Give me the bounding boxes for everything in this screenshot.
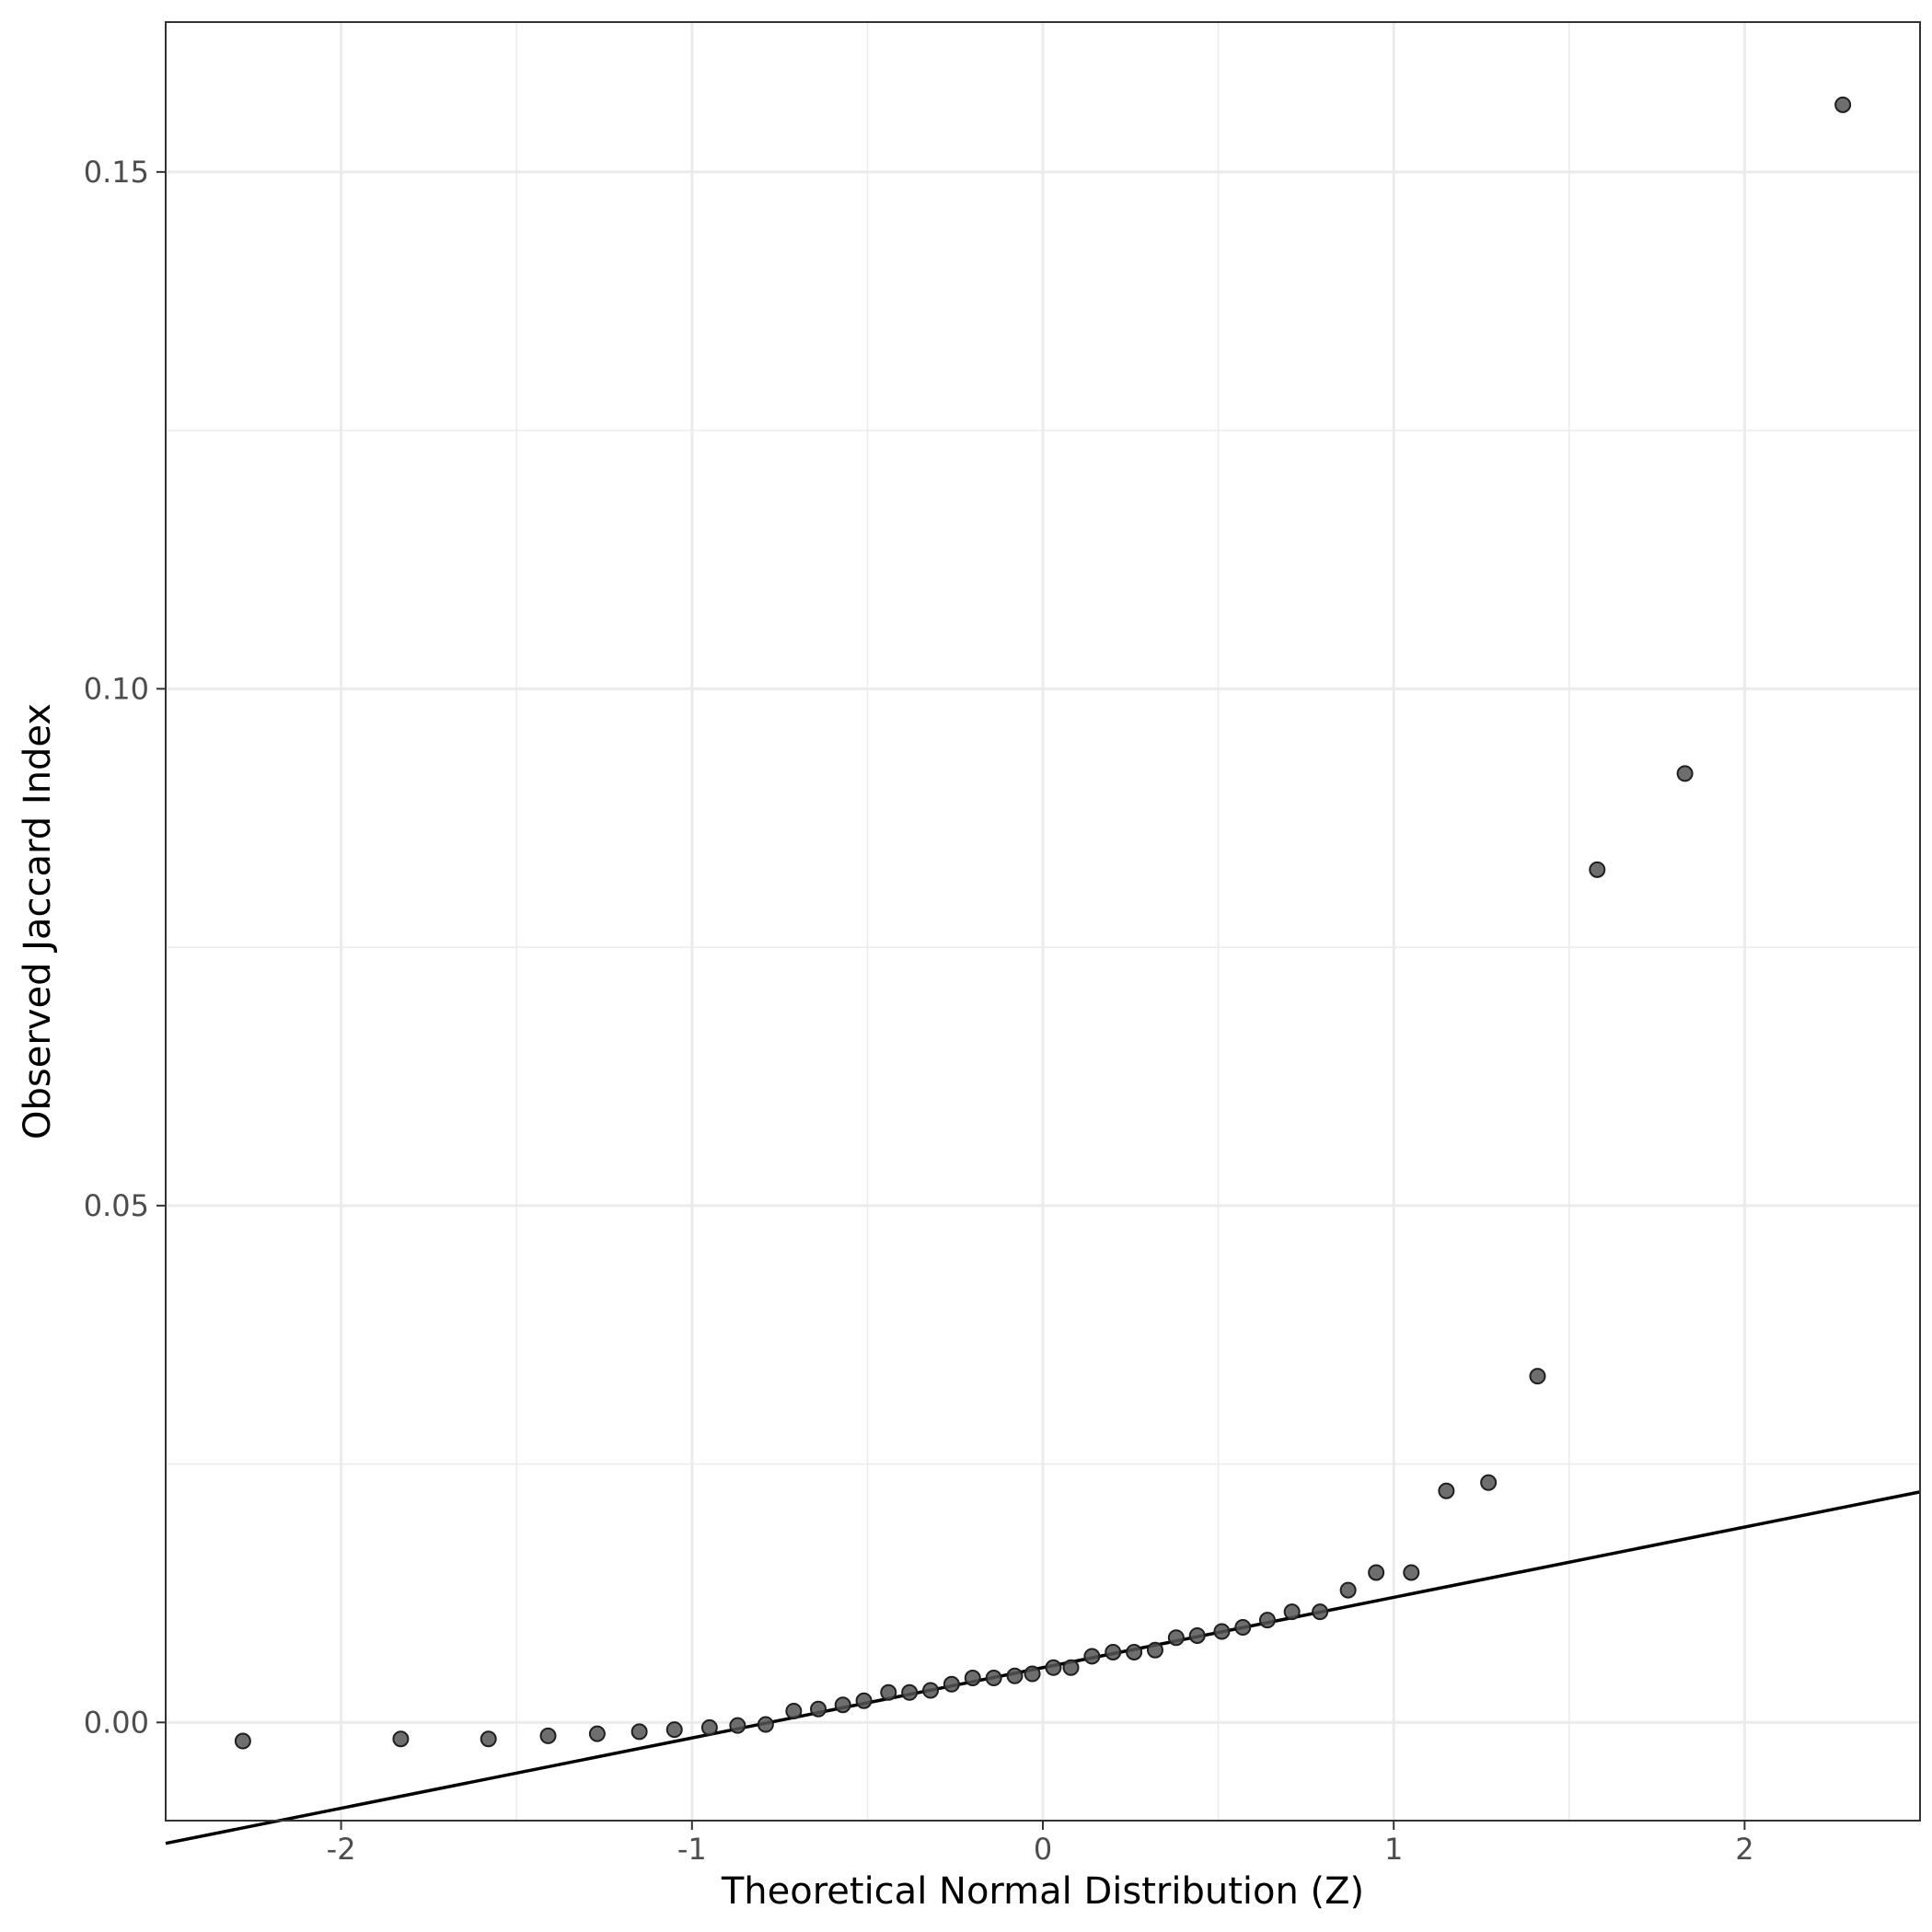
x-tick-label: 1 (1384, 1832, 1403, 1867)
x-axis: -2 -1 0 1 2 (327, 1821, 1754, 1867)
data-point (1083, 1648, 1101, 1665)
data-point (588, 1725, 606, 1742)
data-point (1062, 1659, 1080, 1676)
data-point (1105, 1643, 1122, 1660)
data-point (729, 1717, 746, 1734)
data-point (757, 1716, 774, 1733)
data-point (1045, 1659, 1062, 1676)
data-point (1312, 1603, 1329, 1621)
data-point (1368, 1564, 1385, 1581)
data-point (785, 1702, 803, 1719)
y-tick-label: 0.15 (84, 155, 149, 190)
data-point (234, 1732, 251, 1750)
plot-panel (165, 21, 1921, 1845)
data-point (834, 1696, 851, 1714)
data-point (943, 1675, 960, 1693)
data-point (810, 1700, 827, 1718)
data-point (480, 1730, 497, 1748)
data-point (1167, 1629, 1185, 1647)
data-point (1438, 1482, 1455, 1499)
data-point (665, 1721, 683, 1739)
data-point (1006, 1667, 1024, 1684)
data-point (392, 1730, 410, 1748)
data-point (631, 1723, 648, 1741)
data-point (1188, 1626, 1206, 1644)
x-tick-label: -1 (677, 1832, 707, 1867)
x-tick-label: 0 (1034, 1832, 1052, 1867)
data-point (1834, 96, 1852, 113)
y-tick-label: 0.05 (84, 1188, 149, 1223)
data-point (1283, 1603, 1301, 1621)
x-axis-title: Theoretical Normal Distribution (Z) (721, 1870, 1364, 1913)
data-point (700, 1718, 718, 1736)
data-points (234, 96, 1852, 1750)
x-tick-label: 2 (1735, 1832, 1753, 1867)
data-point (1146, 1641, 1163, 1659)
y-axis: 0.00 0.05 0.10 0.15 (84, 155, 166, 1740)
data-point (539, 1727, 557, 1744)
x-tick-label: -2 (327, 1832, 356, 1867)
data-point (1339, 1581, 1357, 1599)
data-point (1403, 1564, 1420, 1581)
data-point (1258, 1612, 1276, 1629)
data-point (1234, 1619, 1252, 1637)
data-point (1126, 1643, 1143, 1660)
data-point (880, 1683, 897, 1701)
data-point (855, 1692, 873, 1709)
reference-line (165, 1490, 1921, 1845)
data-point (922, 1682, 940, 1699)
data-point (1024, 1665, 1041, 1683)
data-point (964, 1670, 981, 1687)
y-tick-label: 0.10 (84, 671, 149, 706)
data-point (1589, 861, 1606, 878)
data-point (1480, 1474, 1498, 1491)
data-point (1676, 765, 1694, 782)
data-point (1529, 1368, 1546, 1385)
major-gridlines (166, 22, 1920, 1821)
data-point (985, 1670, 1002, 1687)
data-point (901, 1683, 919, 1701)
data-point (1213, 1623, 1231, 1640)
y-axis-title: Observed Jaccard Index (17, 703, 59, 1140)
y-tick-label: 0.00 (84, 1705, 149, 1740)
